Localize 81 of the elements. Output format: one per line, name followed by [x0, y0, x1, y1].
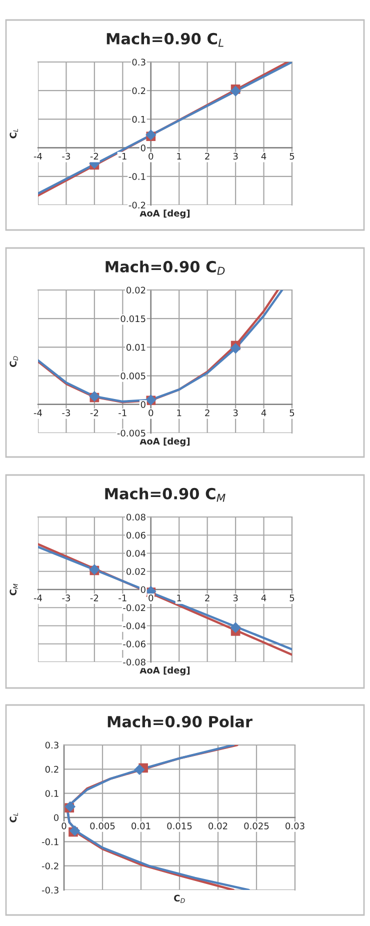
y-tick-label: 0.04: [126, 550, 146, 557]
x-tick-label: -4: [34, 152, 42, 160]
x-axis-title: AoA [deg]: [140, 666, 190, 676]
x-tick-label: -2: [90, 152, 98, 160]
y-tick-label: 0.2: [132, 87, 146, 94]
x-tick-label: 2: [205, 594, 210, 602]
x-tick-label: 5: [290, 410, 294, 416]
x-tick-label: 2: [205, 152, 210, 160]
y-tick-label: 0.02: [126, 568, 146, 575]
y-tick-label: 0.08: [126, 514, 146, 521]
y-tick-label: 0: [54, 814, 59, 822]
x-tick-label: 3: [233, 409, 238, 416]
x-tick-label: 5: [290, 594, 294, 602]
x-tick-label: 4: [261, 152, 266, 160]
y-tick-label: -0.08: [123, 658, 146, 666]
x-tick-label: -3: [62, 409, 70, 416]
y-axis-title: C$_{L}$: [10, 812, 18, 822]
x-tick-label: 5: [290, 152, 294, 160]
x-tick-label: 0.025: [244, 822, 269, 830]
y-tick-label: -0.04: [123, 622, 146, 630]
y-tick-label: -0.005: [117, 430, 146, 437]
y-tick-label: 0.005: [120, 372, 146, 380]
y-tick-label: -0.1: [128, 173, 146, 180]
x-tick-label: 0.02: [208, 822, 228, 830]
x-tick-label: 0: [148, 152, 154, 160]
y-tick-label: 0.06: [126, 532, 146, 539]
x-tick-label: 3: [233, 594, 238, 602]
x-tick-label: -4: [34, 410, 42, 416]
x-tick-label: 0.015: [167, 822, 192, 830]
x-tick-label: -2: [90, 594, 98, 602]
chart-title: Mach=0.90 C$_{M}$: [105, 488, 226, 502]
y-tick-label: -0.06: [123, 640, 146, 648]
y-tick-label: 0.3: [132, 58, 146, 66]
y-tick-label: 0.1: [132, 116, 146, 123]
y-tick-label: 0.1: [45, 790, 58, 797]
x-tick-label: 3: [233, 152, 238, 160]
y-tick-label: 0.2: [45, 766, 58, 773]
y-tick-label: 0: [140, 401, 146, 408]
x-tick-label: -1: [118, 152, 126, 160]
x-tick-label: 0.03: [286, 822, 304, 830]
y-tick-label: -0.3: [42, 886, 58, 894]
y-axis-title: C$_{M}$: [10, 584, 18, 596]
y-tick-label: 0.02: [126, 286, 146, 294]
x-tick-label: 0: [148, 594, 154, 602]
x-tick-label: 0: [148, 409, 154, 416]
x-tick-label: 0.005: [90, 822, 115, 830]
point: [230, 342, 241, 354]
y-tick-label: 0.3: [45, 742, 58, 749]
x-tick-label: -4: [34, 594, 42, 602]
x-tick-label: 4: [261, 594, 266, 602]
y-tick-label: -0.2: [42, 862, 58, 870]
x-tick-label: 0: [62, 822, 66, 830]
point: [230, 622, 241, 633]
x-tick-label: 1: [177, 410, 182, 416]
y-tick-label: 0: [140, 144, 146, 152]
point: [230, 86, 241, 97]
x-tick-label: 4: [261, 410, 266, 416]
x-axis-title: AoA [deg]: [140, 438, 190, 446]
point: [134, 764, 145, 776]
x-tick-label: 2: [205, 409, 210, 416]
y-tick-label: -0.2: [128, 202, 146, 209]
x-axis-title: AoA [deg]: [140, 210, 190, 218]
chart-title: Mach=0.90 C$_{L}$: [106, 32, 224, 47]
y-tick-label: 0.01: [126, 344, 146, 351]
y-axis-title: C$_{D}$: [10, 356, 18, 367]
x-tick-label: -1: [118, 594, 126, 602]
x-tick-label: 1: [177, 594, 182, 602]
point: [69, 825, 80, 836]
y-tick-label: 0: [140, 586, 146, 594]
y-tick-label: -0.02: [123, 604, 146, 612]
x-tick-label: -3: [62, 594, 70, 602]
x-tick-label: 1: [177, 152, 182, 160]
x-axis-title: C$_{D}$: [174, 894, 185, 903]
y-tick-label: -0.1: [42, 838, 58, 846]
x-tick-label: -2: [90, 409, 98, 416]
y-tick-label: 0.015: [120, 315, 146, 322]
x-tick-label: -3: [62, 152, 70, 160]
chart-title: Mach=0.90 Polar: [108, 716, 252, 728]
y-axis-title: C$_{L}$: [10, 128, 18, 138]
chart-title: Mach=0.90 C$_{D}$: [106, 260, 225, 275]
x-tick-label: -1: [118, 410, 126, 416]
